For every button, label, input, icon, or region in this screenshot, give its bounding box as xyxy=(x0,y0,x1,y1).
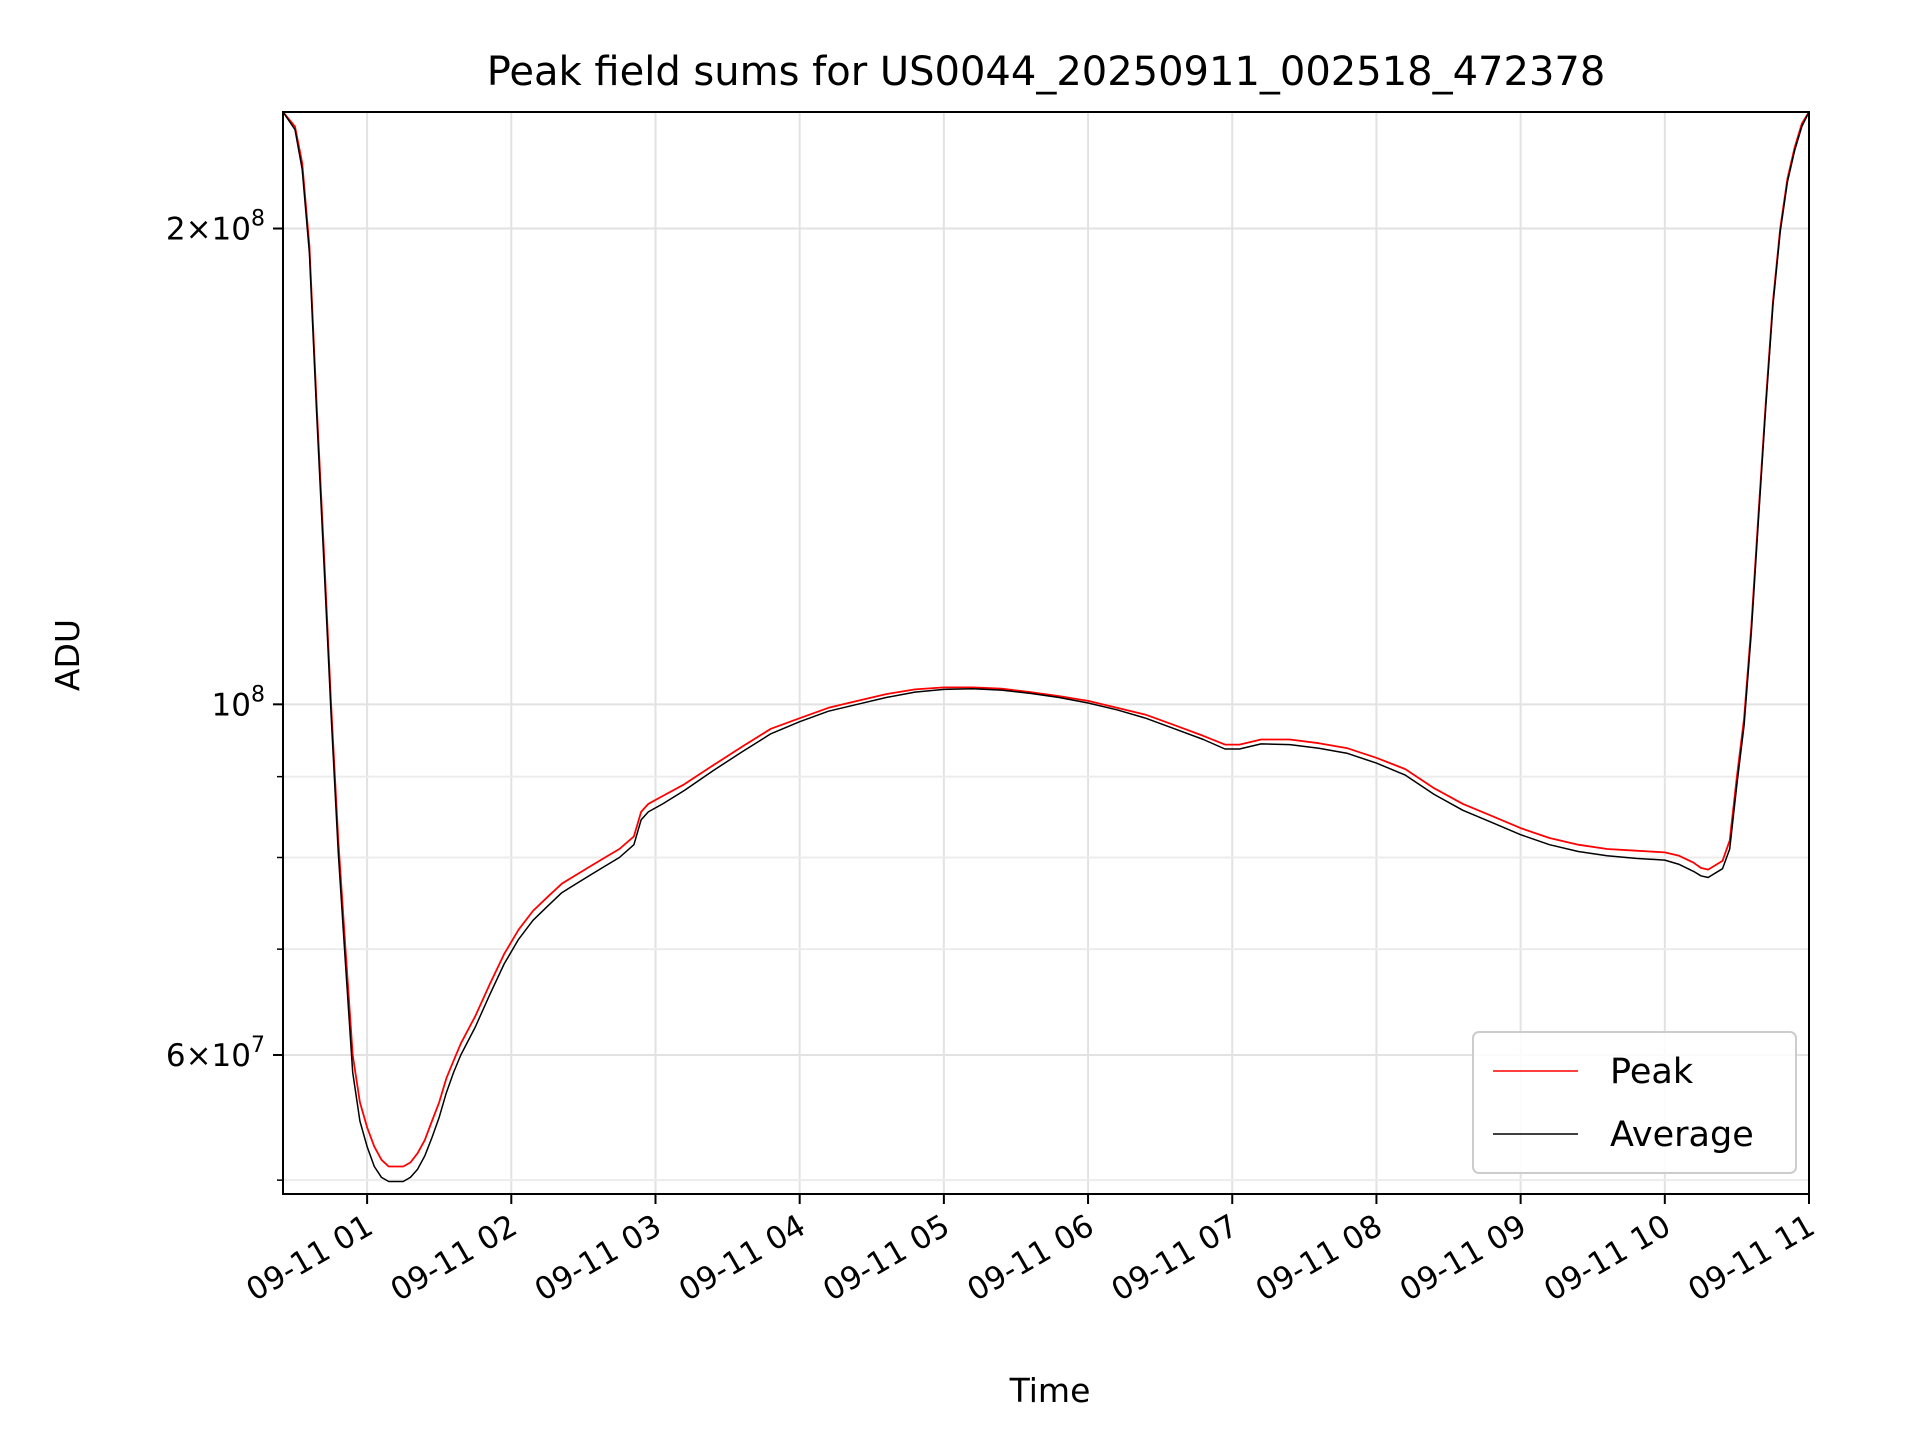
series-layer xyxy=(282,111,1810,1183)
y-tick-label: 2×108 xyxy=(166,207,265,248)
series-line-peak xyxy=(282,111,1810,1168)
x-tick-label: 09-11 02 xyxy=(385,1208,524,1309)
chart-title: Peak field sums for US0044_20250911_0025… xyxy=(487,49,1606,95)
y-axis: 6×107 108 2×108 xyxy=(166,207,283,1181)
y-tick-label: 108 xyxy=(212,682,265,723)
legend-box xyxy=(1472,1031,1797,1174)
x-axis: 09-11 01 09-11 02 09-11 03 09-11 04 09-11 05… xyxy=(240,1194,1821,1309)
y-axis-label: ADU xyxy=(48,619,87,691)
x-tick-label: 09-11 11 xyxy=(1682,1208,1821,1309)
x-tick-label: 09-11 05 xyxy=(817,1208,956,1309)
x-axis-label: Time xyxy=(1009,1371,1091,1410)
x-tick-label: 09-11 04 xyxy=(673,1208,812,1309)
x-tick-label: 09-11 03 xyxy=(529,1208,668,1309)
series-line-average xyxy=(282,111,1810,1183)
plot-frame xyxy=(282,111,1810,1195)
x-tick-label: 09-11 08 xyxy=(1250,1208,1389,1309)
x-tick-label: 09-11 07 xyxy=(1106,1208,1245,1309)
x-tick-label: 09-11 09 xyxy=(1394,1208,1533,1309)
x-tick-label: 09-11 10 xyxy=(1538,1208,1677,1309)
y-tick-label: 6×107 xyxy=(166,1033,265,1074)
legend-label-average: Average xyxy=(1610,1115,1754,1155)
legend: Peak Average xyxy=(1472,1031,1797,1174)
legend-label-peak: Peak xyxy=(1610,1052,1694,1092)
x-tick-label: 09-11 01 xyxy=(240,1208,379,1309)
x-tick-label: 09-11 06 xyxy=(961,1208,1100,1309)
